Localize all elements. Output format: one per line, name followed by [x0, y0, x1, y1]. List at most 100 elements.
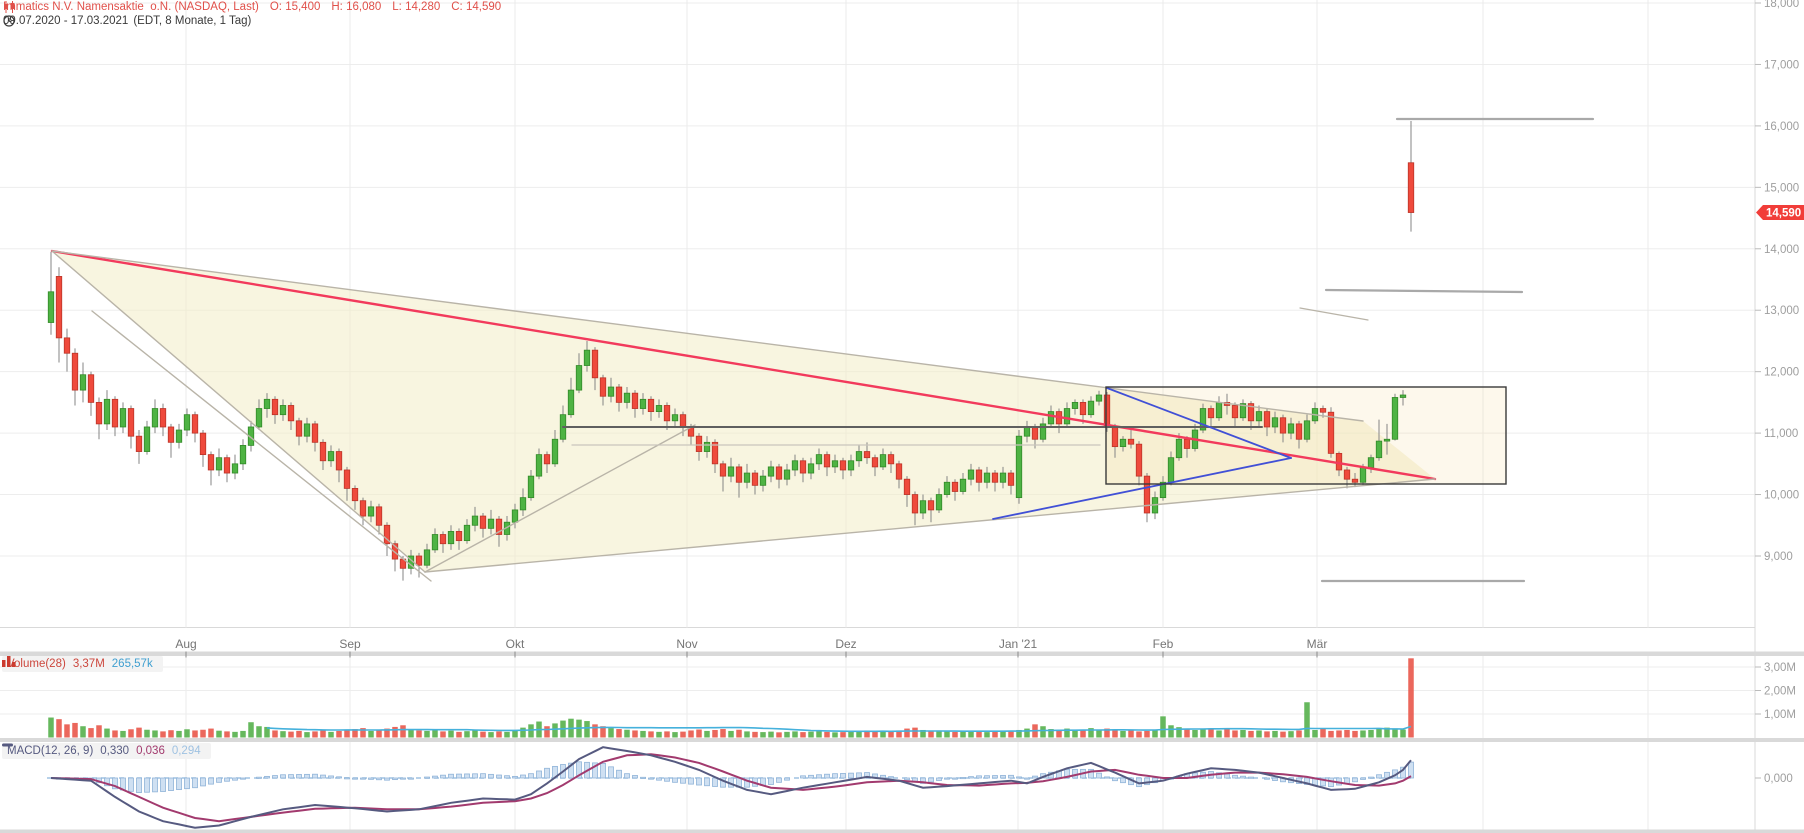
volume-bar [1256, 730, 1262, 738]
candle [175, 429, 183, 443]
pane-divider-2[interactable] [0, 738, 1804, 742]
volume-bar [488, 732, 494, 738]
segment-gray-short[interactable] [1299, 307, 1369, 321]
volume-bar [520, 727, 526, 738]
candle [1047, 411, 1055, 425]
candle [223, 457, 231, 474]
candle [1263, 411, 1271, 428]
candle [991, 472, 999, 483]
volume-bar [1136, 731, 1142, 738]
volume-bar [1384, 727, 1390, 738]
candle [583, 349, 591, 366]
volume-bar [1392, 729, 1398, 738]
candle [271, 398, 279, 416]
wedge-blue-lower[interactable] [992, 457, 1292, 520]
candle [943, 481, 951, 495]
candle [639, 398, 647, 409]
volume-bar [184, 729, 190, 738]
volume-bar [936, 730, 942, 738]
candle [671, 414, 679, 422]
triangle-pattern-fill[interactable] [52, 251, 1435, 572]
time-axis[interactable]: Aug Sep Okt Nov Dez Jan '21 Feb Mär [175, 637, 1327, 658]
trendline-gray-upper[interactable] [51, 250, 1364, 422]
volume-average-value: 265,57k [111, 658, 153, 670]
price-axis[interactable]: 18,000 17,000 16,000 15,000 14,000 13,000 12,0… [1755, 0, 1799, 785]
candle [55, 276, 63, 339]
macd-signal-line [50, 753, 1412, 823]
volume-bar [792, 731, 798, 738]
candle [567, 389, 575, 416]
volume-bar [1112, 730, 1118, 738]
volume-bar [496, 731, 502, 738]
pane-divider-1[interactable] [0, 651, 1804, 657]
macd-signal-value: 0,036 [136, 745, 165, 757]
channel-gray-left[interactable] [51, 250, 426, 573]
candle [207, 454, 215, 471]
candle [1199, 408, 1207, 431]
channel-gray-parallel[interactable] [91, 310, 432, 582]
candle [327, 451, 335, 462]
price-tick-label: 9,000 [1764, 551, 1793, 563]
volume-bar [1248, 730, 1254, 738]
volume-bar [1272, 730, 1278, 738]
volume-bar [352, 729, 358, 738]
candle [1111, 426, 1119, 448]
candle [727, 466, 735, 477]
trendline-red[interactable] [50, 249, 1437, 481]
candle [815, 454, 823, 465]
volume-bar [1296, 730, 1302, 738]
candle [959, 478, 967, 492]
wedge-blue-upper[interactable] [1106, 387, 1292, 459]
chart-drawings[interactable] [50, 117, 1595, 583]
candle [1095, 394, 1103, 402]
month-label: Nov [676, 637, 697, 651]
candle [839, 460, 847, 471]
volume-bar [968, 730, 974, 738]
candle [231, 463, 239, 474]
last-price-tag: 14,590 [1756, 205, 1804, 221]
macd-indicator-label[interactable]: MACD(12, 26, 9) 0,330 0,036 0,294 [2, 743, 211, 759]
volume-bar [360, 728, 366, 738]
volume-bar [392, 726, 398, 738]
volume-bar [1360, 730, 1366, 738]
candle [655, 405, 663, 413]
volume-bar [624, 729, 630, 738]
candle [615, 386, 623, 403]
candle [1103, 394, 1111, 428]
volume-bar [808, 731, 814, 738]
candle [1159, 481, 1167, 499]
volume-bar [328, 731, 334, 738]
volume-indicator-label[interactable]: Volume(28) 3,37M 265,57k [2, 656, 163, 672]
candle [1279, 417, 1287, 434]
month-label: Sep [339, 637, 361, 651]
month-label: Aug [175, 637, 196, 651]
candle [63, 337, 71, 354]
volume-bar [1080, 729, 1086, 738]
candle [663, 405, 671, 422]
consolidation-box[interactable] [1105, 386, 1507, 485]
price-tick-label: 12,000 [1764, 367, 1799, 379]
volume-bar [528, 724, 534, 738]
candle [631, 392, 639, 409]
high-group: H: 16,080 [331, 1, 381, 13]
volume-bar [640, 730, 646, 738]
trendline-gray-lower[interactable] [424, 478, 1436, 573]
candle [1183, 438, 1191, 449]
candle [903, 478, 911, 495]
volume-bar [1240, 729, 1246, 738]
level-gray-13250[interactable] [1324, 288, 1524, 294]
volume-bar [904, 728, 910, 738]
volume-bar [432, 730, 438, 738]
candle [463, 524, 471, 542]
volume-bars-icon [2, 656, 16, 667]
volume-bar [848, 731, 854, 738]
candle [487, 518, 495, 529]
trendline-gray-rising[interactable] [424, 424, 696, 573]
volume-bar [864, 730, 870, 738]
candle [359, 500, 367, 517]
candle [1007, 472, 1015, 486]
candle [527, 475, 535, 499]
volume-bar [1224, 729, 1230, 738]
volume-bar [1000, 731, 1006, 738]
